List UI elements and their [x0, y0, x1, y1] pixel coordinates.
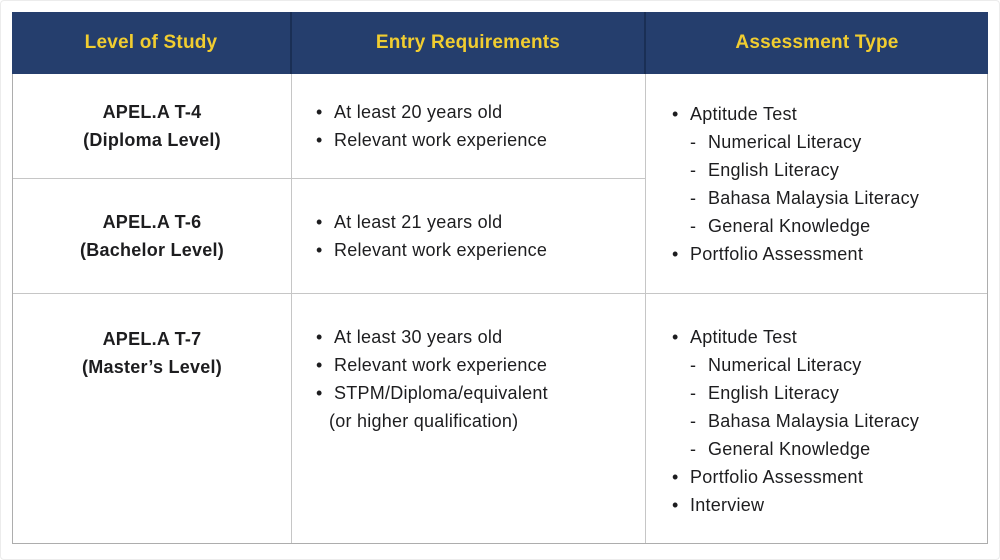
list-item-text: (or higher qualification): [329, 411, 519, 431]
table-header-row: Level of Study Entry Requirements Assess…: [12, 12, 988, 74]
list-item-text: Bahasa Malaysia Literacy: [708, 411, 920, 431]
list-item: - English Literacy: [672, 156, 979, 184]
list-item-text: Aptitude Test: [690, 327, 797, 347]
bullet-icon: •: [672, 495, 679, 515]
dash-icon: -: [690, 187, 697, 208]
entry-requirements-t4-list: • At least 20 years old • Relevant work exp…: [292, 74, 646, 179]
list-item-text: At least 20 years old: [334, 102, 503, 122]
list-item: • Portfolio Assessment: [672, 463, 979, 491]
bullet-icon: •: [672, 243, 679, 264]
list-item-text: Interview: [690, 495, 765, 515]
list-item-text: Relevant work experience: [334, 130, 548, 150]
level-title: APEL.A T-4: [102, 102, 202, 122]
table-body: APEL.A T-4 (Diploma Level) • At least 20 …: [12, 74, 988, 544]
entry-requirements-t7-list: • At least 30 years old • Relevant work exp…: [292, 294, 646, 543]
assessment-types-t7-list: • Aptitude Test - Numerical Literacy - Englis…: [646, 294, 987, 543]
list-item: • Aptitude Test: [672, 323, 979, 351]
list-item-text: At least 21 years old: [334, 212, 503, 232]
bullet-icon: •: [316, 355, 323, 375]
list-item: • Interview: [672, 491, 979, 519]
dash-icon: -: [690, 131, 697, 152]
level-subtitle: (Bachelor Level): [79, 240, 225, 260]
level-subtitle: (Master’s Level): [81, 357, 223, 377]
header-assessment-type: Assessment Type: [735, 32, 899, 53]
list-item-text: English Literacy: [708, 383, 840, 403]
bullet-icon: •: [672, 103, 679, 124]
list-item-text: General Knowledge: [708, 439, 871, 459]
list-item-text: General Knowledge: [708, 215, 871, 236]
level-cell-t4: APEL.A T-4 (Diploma Level): [13, 74, 292, 179]
list-item: - Bahasa Malaysia Literacy: [672, 407, 979, 435]
list-item-text: Numerical Literacy: [708, 131, 862, 152]
dash-icon: -: [690, 383, 697, 403]
level-cell-t6: APEL.A T-6 (Bachelor Level): [13, 179, 292, 294]
bullet-icon: •: [316, 327, 323, 347]
list-item: • Aptitude Test: [672, 100, 979, 128]
bullet-icon: •: [672, 467, 679, 487]
assessment-types-t4-t6-list: • Aptitude Test - Numerical Literacy - Englis…: [646, 74, 987, 294]
list-item-text: Bahasa Malaysia Literacy: [708, 187, 920, 208]
level-title: APEL.A T-7: [102, 329, 202, 349]
list-item-text: Relevant work experience: [334, 240, 548, 260]
list-item: • At least 21 years old: [316, 208, 637, 236]
list-item: (or higher qualification): [316, 407, 637, 435]
list-item-text: At least 30 years old: [334, 327, 503, 347]
bullet-icon: •: [316, 102, 323, 122]
level-title: APEL.A T-6: [102, 212, 202, 232]
list-item: - Numerical Literacy: [672, 128, 979, 156]
list-item: - Bahasa Malaysia Literacy: [672, 184, 979, 212]
list-item: • At least 20 years old: [316, 98, 637, 126]
list-item-text: Relevant work experience: [334, 355, 548, 375]
dash-icon: -: [690, 159, 697, 180]
list-item-text: Numerical Literacy: [708, 355, 862, 375]
dash-icon: -: [690, 411, 697, 431]
bullet-icon: •: [316, 212, 323, 232]
list-item: - General Knowledge: [672, 212, 979, 240]
list-item: - General Knowledge: [672, 435, 979, 463]
entry-requirements-t6-list: • At least 21 years old • Relevant work exp…: [292, 179, 646, 294]
header-level-of-study: Level of Study: [12, 12, 292, 74]
list-item: • Portfolio Assessment: [672, 240, 979, 268]
list-item-text: STPM/Diploma/equivalent: [334, 383, 548, 403]
list-item: • STPM/Diploma/equivalent: [316, 379, 637, 407]
list-item-text: English Literacy: [708, 159, 840, 180]
apel-comparison-table: Level of Study Entry Requirements Assess…: [12, 12, 988, 544]
list-item: • Relevant work experience: [316, 351, 637, 379]
list-item: - English Literacy: [672, 379, 979, 407]
level-subtitle: (Diploma Level): [83, 130, 221, 150]
list-item: • At least 30 years old: [316, 323, 637, 351]
list-item: • Relevant work experience: [316, 126, 637, 154]
dash-icon: -: [690, 215, 697, 236]
list-item: - Numerical Literacy: [672, 351, 979, 379]
list-item-text: Portfolio Assessment: [690, 467, 864, 487]
list-item-text: Aptitude Test: [690, 103, 797, 124]
dash-icon: -: [690, 355, 697, 375]
level-cell-t7: APEL.A T-7 (Master’s Level): [13, 294, 292, 543]
dash-icon: -: [690, 439, 697, 459]
list-item-text: Portfolio Assessment: [690, 243, 864, 264]
bullet-icon: •: [672, 327, 679, 347]
header-entry-requirements: Entry Requirements: [292, 12, 646, 74]
list-item: • Relevant work experience: [316, 236, 637, 264]
bullet-icon: •: [316, 130, 323, 150]
bullet-icon: •: [316, 383, 323, 403]
bullet-icon: •: [316, 240, 323, 260]
